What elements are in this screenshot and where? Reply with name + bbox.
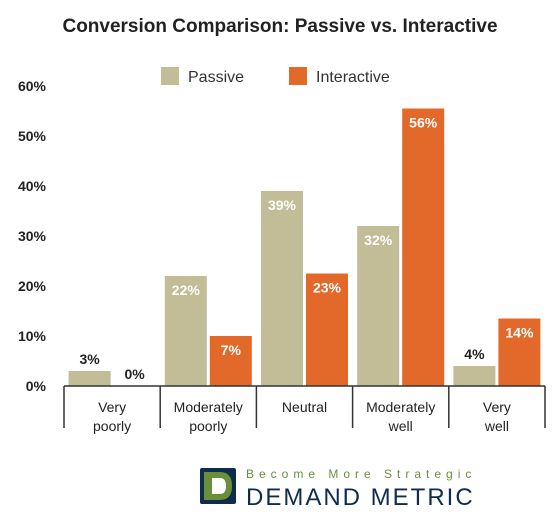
y-axis-ticks: 0% 10% 20% 30% 40% 50% 60% [18, 78, 47, 394]
demand-metric-logo: Become More Strategic DEMAND METRIC [200, 467, 476, 511]
y-tick-label: 60% [18, 78, 47, 94]
chart-title: Conversion Comparison: Passive vs. Inter… [62, 16, 497, 37]
legend-swatch-interactive [289, 67, 307, 85]
y-tick-label: 0% [26, 378, 47, 394]
bar-passive [261, 191, 303, 386]
y-tick-label: 20% [18, 278, 47, 294]
category-separators [63, 386, 546, 428]
bars [68, 108, 541, 386]
legend-label-interactive: Interactive [316, 69, 390, 86]
data-label: 32% [364, 232, 393, 248]
logo-tagline: Become More Strategic [246, 467, 476, 481]
bar-interactive [306, 273, 348, 386]
legend: Passive Interactive [161, 67, 390, 86]
data-label: 14% [505, 325, 534, 341]
y-tick-label: 40% [18, 178, 47, 194]
legend-label-passive: Passive [188, 69, 244, 86]
bar-passive [68, 371, 111, 386]
category-label: Neutral [282, 399, 327, 415]
data-label: 22% [172, 282, 201, 298]
bar-interactive [402, 108, 445, 386]
data-label: 3% [79, 351, 100, 367]
category-label: Very [98, 399, 126, 415]
category-label: well [484, 418, 509, 434]
bar-passive [453, 366, 496, 386]
bar-interactive [498, 318, 541, 386]
y-tick-label: 30% [18, 228, 47, 244]
logo-mark-icon [200, 468, 236, 504]
category-label: Very [483, 399, 511, 415]
bar-interactive [209, 336, 252, 386]
category-label: Moderately [174, 399, 243, 415]
category-label: poorly [93, 418, 131, 434]
logo-name: DEMAND METRIC [246, 484, 475, 511]
data-label: 0% [124, 366, 145, 382]
category-label: poorly [189, 418, 227, 434]
data-label: 4% [464, 346, 485, 362]
bar-passive [357, 226, 400, 386]
data-label: 23% [313, 280, 342, 296]
data-label: 56% [409, 115, 438, 131]
data-labels: 3% 0% 22% 7% 39% 23% 32% 56% 4% 14% [79, 115, 533, 383]
data-label: 39% [268, 197, 297, 213]
category-labels: Very poorly Moderately poorly Neutral Moderat… [93, 399, 511, 434]
legend-swatch-passive [161, 67, 179, 85]
bar-passive [164, 276, 207, 386]
data-label: 7% [221, 342, 242, 358]
category-label: Moderately [366, 399, 435, 415]
y-tick-label: 10% [18, 328, 47, 344]
category-label: well [388, 418, 413, 434]
y-tick-label: 50% [18, 128, 47, 144]
